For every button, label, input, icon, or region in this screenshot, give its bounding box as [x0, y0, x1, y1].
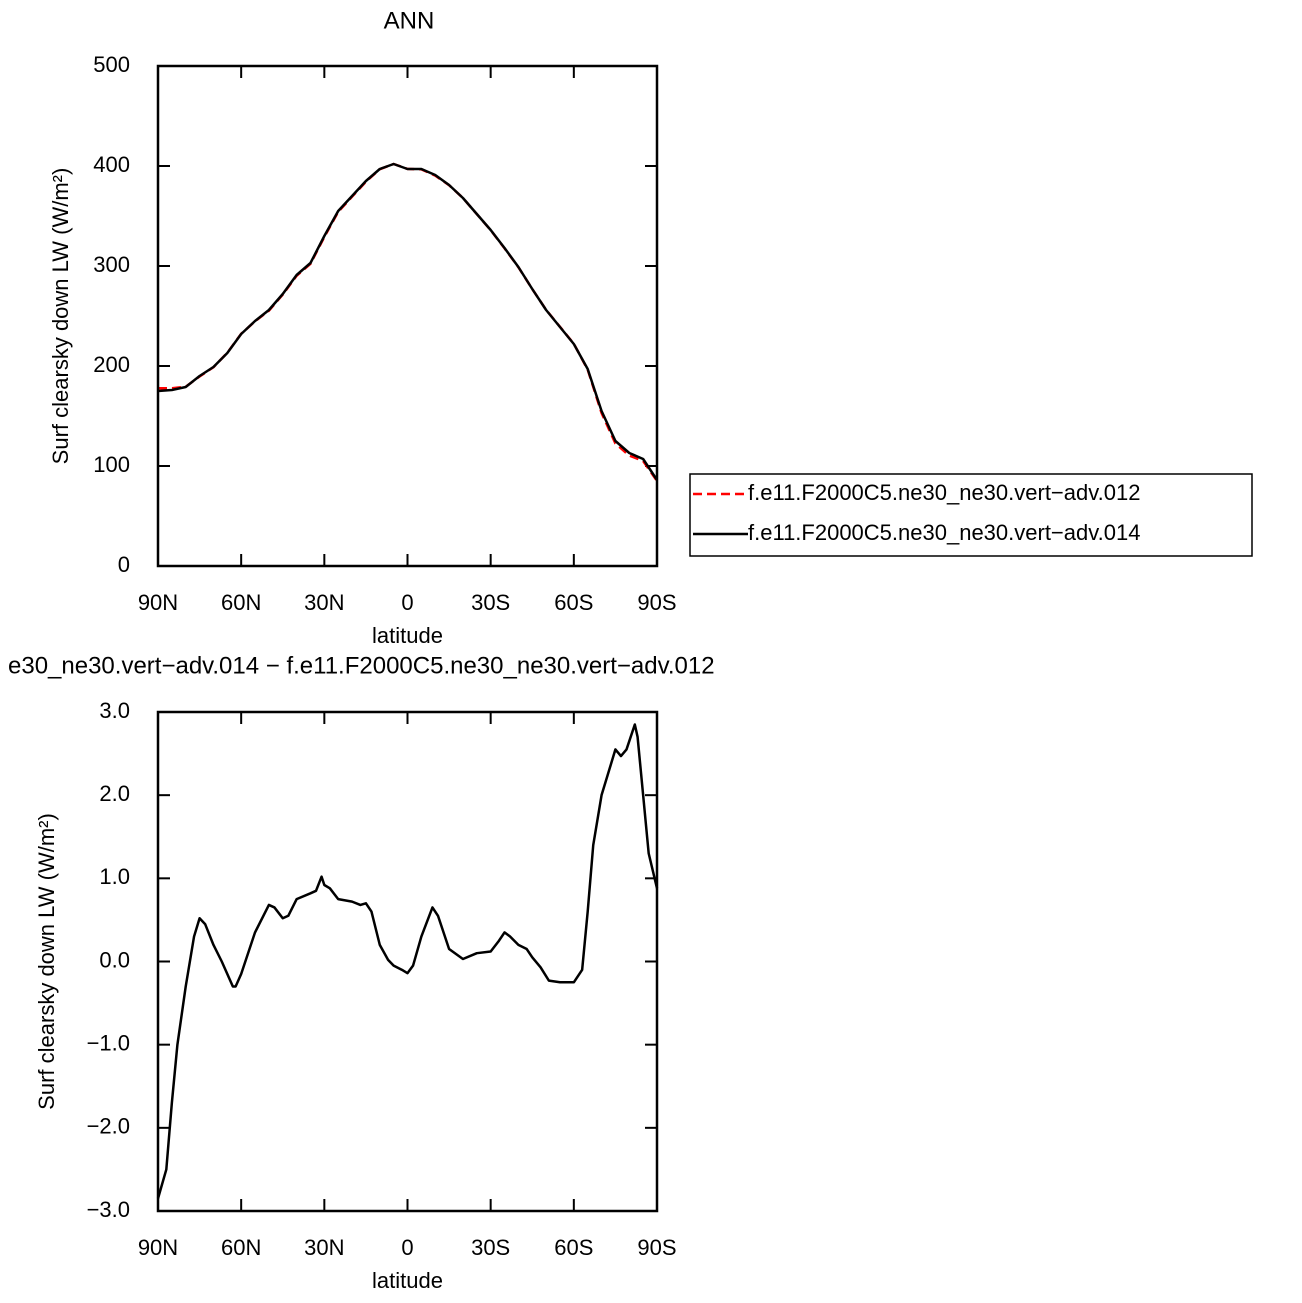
- x-tick-label: 30N: [304, 590, 344, 615]
- chart-title: ANN: [384, 7, 435, 34]
- x-tick-label: 90N: [138, 590, 178, 615]
- x-tick-label: 60N: [221, 590, 261, 615]
- y-tick-label: 0: [118, 552, 130, 577]
- data-line: [156, 723, 659, 1199]
- chart-title: e30_ne30.vert−adv.014 − f.e11.F2000C5.ne…: [8, 652, 715, 679]
- x-tick-label: 0: [401, 1235, 413, 1260]
- y-tick-label: 0.0: [99, 947, 130, 972]
- legend-box: [689, 473, 1253, 557]
- y-axis-label: Surf clearsky down LW (W/m²): [48, 168, 73, 465]
- x-tick-label: 60S: [554, 590, 593, 615]
- legend-label: f.e11.F2000C5.ne30_ne30.vert−adv.012: [748, 480, 1140, 505]
- x-tick-label: 90N: [138, 1235, 178, 1260]
- legend-label: f.e11.F2000C5.ne30_ne30.vert−adv.014: [748, 520, 1140, 545]
- x-axis-label: latitude: [372, 1268, 443, 1293]
- plot-frame: [156, 710, 659, 1213]
- x-tick-label: 30S: [471, 1235, 510, 1260]
- y-tick-label: 2.0: [99, 781, 130, 806]
- y-tick-label: 400: [93, 152, 130, 177]
- plot-frame: [156, 64, 659, 568]
- x-tick-label: 90S: [637, 1235, 676, 1260]
- y-tick-label: −1.0: [87, 1030, 130, 1055]
- x-axis-label: latitude: [372, 623, 443, 648]
- x-tick-label: 90S: [637, 590, 676, 615]
- y-tick-label: 1.0: [99, 864, 130, 889]
- data-line: [157, 162, 659, 481]
- x-tick-label: 60N: [221, 1235, 261, 1260]
- y-tick-label: 200: [93, 352, 130, 377]
- x-tick-label: 30S: [471, 590, 510, 615]
- x-tick-label: 0: [401, 590, 413, 615]
- x-tick-label: 30N: [304, 1235, 344, 1260]
- y-axis-label: Surf clearsky down LW (W/m²): [34, 813, 59, 1110]
- y-tick-label: −2.0: [87, 1114, 130, 1139]
- y-tick-label: 300: [93, 252, 130, 277]
- y-tick-label: 500: [93, 52, 130, 77]
- data-line: [157, 162, 659, 482]
- y-tick-label: 100: [93, 452, 130, 477]
- x-tick-label: 60S: [554, 1235, 593, 1260]
- y-tick-label: 3.0: [99, 698, 130, 723]
- y-tick-label: −3.0: [87, 1197, 130, 1222]
